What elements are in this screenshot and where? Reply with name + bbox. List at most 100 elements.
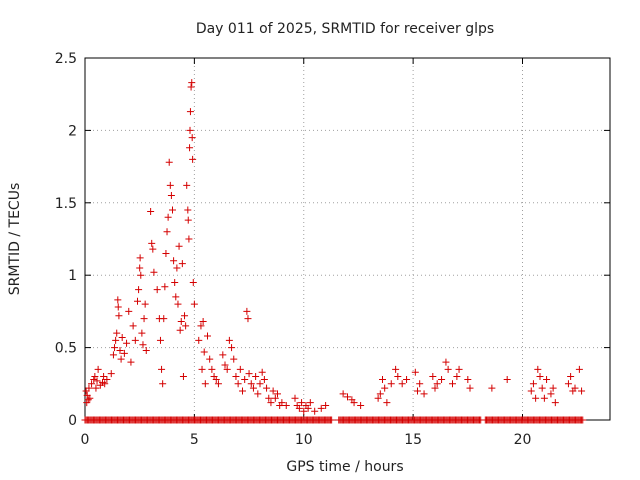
data-point xyxy=(134,297,141,305)
data-point xyxy=(159,380,167,388)
data-point xyxy=(184,206,192,214)
data-point xyxy=(166,181,174,189)
data-point xyxy=(120,349,128,357)
data-point xyxy=(344,393,351,401)
x-axis-ticks: 0 5 10 15 20 xyxy=(81,58,531,448)
data-point xyxy=(187,83,195,91)
data-point xyxy=(223,365,231,373)
data-points xyxy=(82,79,586,415)
data-point xyxy=(131,336,139,344)
data-point xyxy=(571,384,579,392)
data-point xyxy=(311,407,319,415)
data-point xyxy=(411,368,419,376)
y-axis-label: SRMTID / TECUs xyxy=(7,183,23,296)
data-point xyxy=(127,358,135,366)
grid-lines xyxy=(85,58,610,420)
data-point xyxy=(398,380,406,388)
data-point xyxy=(438,375,446,383)
x-tick-label: 0 xyxy=(81,432,90,448)
data-point xyxy=(183,181,191,189)
data-point xyxy=(278,399,286,407)
data-point xyxy=(387,380,395,388)
data-point xyxy=(179,373,187,381)
data-point xyxy=(139,341,147,349)
data-point xyxy=(431,384,439,392)
data-point xyxy=(177,318,185,326)
data-point xyxy=(306,399,314,407)
data-point xyxy=(230,355,238,363)
data-point xyxy=(85,384,93,392)
data-point xyxy=(444,365,452,373)
data-point xyxy=(291,394,299,402)
data-point xyxy=(114,303,122,311)
y-tick-label: 2 xyxy=(68,123,77,139)
data-point xyxy=(532,394,540,402)
data-point xyxy=(208,365,216,373)
data-point xyxy=(111,344,119,352)
data-point xyxy=(82,387,90,395)
data-point xyxy=(92,384,100,392)
data-point xyxy=(529,380,537,388)
data-point xyxy=(161,283,169,291)
data-point xyxy=(300,407,308,415)
data-point xyxy=(271,394,279,402)
data-point xyxy=(199,318,207,326)
data-point xyxy=(540,394,548,402)
data-point xyxy=(488,384,496,392)
data-point xyxy=(429,373,437,381)
data-point xyxy=(549,384,557,392)
data-point xyxy=(113,329,121,337)
data-point xyxy=(150,268,158,276)
data-point xyxy=(551,399,559,407)
data-point xyxy=(383,399,391,407)
data-point xyxy=(169,206,176,214)
data-point xyxy=(534,365,542,373)
data-point xyxy=(91,373,99,381)
data-point xyxy=(214,380,222,388)
data-point xyxy=(173,264,181,272)
data-point xyxy=(536,373,544,381)
data-point xyxy=(244,315,252,323)
data-point xyxy=(357,402,365,410)
data-point xyxy=(163,228,171,236)
data-point xyxy=(221,361,229,369)
data-point xyxy=(125,307,133,315)
x-axis-label: GPS time / hours xyxy=(286,459,403,475)
data-point xyxy=(115,312,123,320)
data-point xyxy=(171,278,179,286)
data-point xyxy=(158,365,166,373)
data-point xyxy=(269,387,277,395)
data-point xyxy=(136,254,144,262)
data-point xyxy=(84,396,92,404)
data-point xyxy=(112,336,120,344)
y-tick-label: 0 xyxy=(68,413,77,429)
data-point xyxy=(204,332,211,340)
data-point xyxy=(174,300,182,308)
data-point xyxy=(249,384,257,392)
data-point xyxy=(175,242,183,250)
y-tick-label: 2.5 xyxy=(55,51,77,67)
data-point xyxy=(304,404,312,412)
data-point xyxy=(466,384,474,392)
data-point xyxy=(567,373,575,381)
data-point xyxy=(197,322,205,330)
data-point xyxy=(416,380,424,388)
data-point xyxy=(83,399,91,407)
x-tick-label: 15 xyxy=(404,432,422,448)
data-point xyxy=(245,370,253,378)
data-point xyxy=(184,216,192,224)
data-point xyxy=(219,351,227,359)
data-point xyxy=(140,315,148,323)
data-point xyxy=(260,375,268,383)
data-point xyxy=(182,322,190,330)
data-point xyxy=(322,402,330,410)
data-point xyxy=(206,355,214,363)
data-point xyxy=(547,390,555,398)
baseline-point xyxy=(579,416,587,424)
data-point xyxy=(198,365,206,373)
data-point xyxy=(433,380,441,388)
data-point xyxy=(189,155,197,163)
data-point xyxy=(564,380,572,388)
data-point xyxy=(186,126,194,134)
